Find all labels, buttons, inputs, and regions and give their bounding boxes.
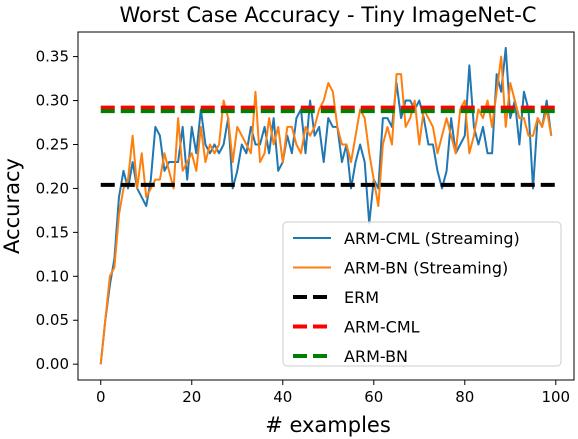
legend-box xyxy=(282,221,562,367)
y-axis-label: Accuracy xyxy=(0,158,24,254)
y-tick-label: 0.25 xyxy=(36,135,69,153)
x-tick-label: 60 xyxy=(364,388,383,406)
y-tick-label: 0.30 xyxy=(36,92,69,110)
y-tick-label: 0.35 xyxy=(36,48,69,66)
y-tick-label: 0.00 xyxy=(36,355,69,373)
series-line-arm-bn-streaming xyxy=(99,55,553,365)
legend-label: ARM-CML xyxy=(344,318,420,337)
x-axis-ticks: 0 20 40 60 80 100 xyxy=(96,380,570,406)
x-tick-label: 0 xyxy=(96,388,106,406)
x-tick-label: 40 xyxy=(273,388,292,406)
legend-label: ARM-BN xyxy=(344,347,408,366)
y-tick-label: 0.20 xyxy=(36,179,69,197)
x-tick-label: 20 xyxy=(182,388,201,406)
y-tick-label: 0.10 xyxy=(36,267,69,285)
legend-label: ARM-CML (Streaming) xyxy=(344,229,520,248)
legend-label: ARM-BN (Streaming) xyxy=(344,259,508,278)
y-tick-label: 0.05 xyxy=(36,311,69,329)
x-tick-label: 80 xyxy=(455,388,474,406)
x-axis-label: # examples xyxy=(265,413,391,437)
x-tick-label: 100 xyxy=(541,388,570,406)
plot-frame xyxy=(77,31,575,381)
y-axis-ticks: 0.00 0.05 0.10 0.15 0.20 0.25 0.30 0.35 xyxy=(36,48,78,373)
legend-label: ERM xyxy=(344,288,379,307)
legend: ARM-CML (Streaming) ARM-BN (Streaming) ERM… xyxy=(282,221,562,367)
plot-area xyxy=(99,46,556,365)
chart-title: Worst Case Accuracy - Tiny ImageNet-C xyxy=(119,3,536,27)
y-tick-label: 0.15 xyxy=(36,223,69,241)
